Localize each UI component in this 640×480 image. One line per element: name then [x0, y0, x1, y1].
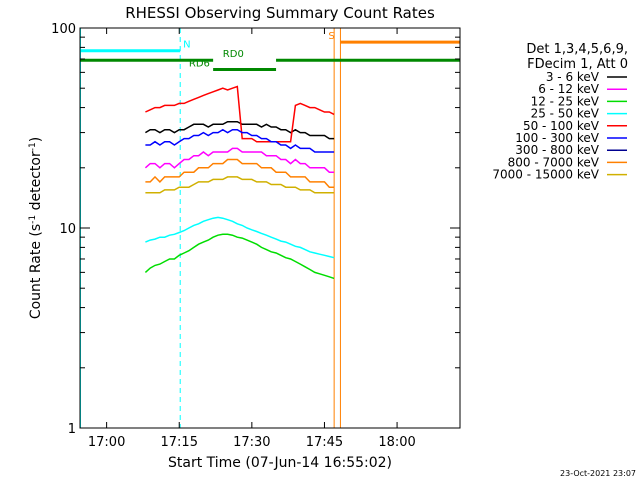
- footer-timestamp: 23-Oct-2021 23:07: [560, 469, 636, 478]
- series-line: [145, 216, 335, 259]
- flag-bars: N S RD6 RD0: [80, 31, 460, 72]
- legend-header-line-2: FDecim 1, Att 0: [527, 57, 628, 72]
- y-tick-label: 100: [51, 22, 76, 37]
- x-axis-ticks: 17:00 17:15 17:30 17:45 18:00: [88, 28, 416, 450]
- series-line: [145, 128, 335, 153]
- y-axis-label: Count Rate (s-1 detector-1): [28, 137, 44, 319]
- legend-entry-label: 800 - 7000 keV: [508, 155, 600, 169]
- chart-title: RHESSI Observing Summary Count Rates: [125, 4, 435, 22]
- legend-entry-label: 25 - 50 keV: [531, 107, 600, 121]
- legend-entry-label: 3 - 6 keV: [546, 70, 600, 84]
- x-tick-label: 17:00: [88, 435, 125, 450]
- series-line: [145, 176, 335, 194]
- legend-entry-label: 7000 - 15000 keV: [492, 168, 599, 182]
- legend-entry-label: 300 - 800 keV: [515, 143, 599, 157]
- legend-entry-label: 6 - 12 keV: [538, 82, 600, 96]
- legend-entry-label: 12 - 25 keV: [531, 94, 600, 108]
- y-tick-label: 1: [68, 422, 76, 437]
- series-line: [145, 120, 335, 140]
- series-line: [144, 233, 335, 280]
- y-axis-ticks: 1 10 100: [51, 22, 460, 437]
- x-tick-label: 17:45: [306, 435, 343, 450]
- x-tick-label: 18:00: [378, 435, 415, 450]
- legend-header-line-1: Det 1,3,4,5,6,9,: [526, 42, 628, 57]
- series-line: [145, 158, 335, 188]
- legend: Det 1,3,4,5,6,9, FDecim 1, Att 0 3 - 6 k…: [492, 42, 628, 182]
- series-line: [144, 147, 335, 173]
- y-tick-label: 10: [59, 222, 76, 237]
- x-tick-label: 17:15: [161, 435, 198, 450]
- x-axis-label: Start Time (07-Jun-14 16:55:02): [168, 455, 392, 471]
- data-series: [144, 85, 335, 280]
- flag-bar-label: RD6: [189, 59, 210, 70]
- flag-bar-label: S: [328, 31, 334, 42]
- legend-entry-label: 100 - 300 keV: [515, 131, 599, 145]
- x-tick-label: 17:30: [233, 435, 270, 450]
- series-line: [145, 85, 335, 143]
- legend-entry-label: 50 - 100 keV: [523, 119, 600, 133]
- flag-bar-label: RD0: [223, 49, 244, 60]
- flag-bar-label: N: [183, 40, 190, 51]
